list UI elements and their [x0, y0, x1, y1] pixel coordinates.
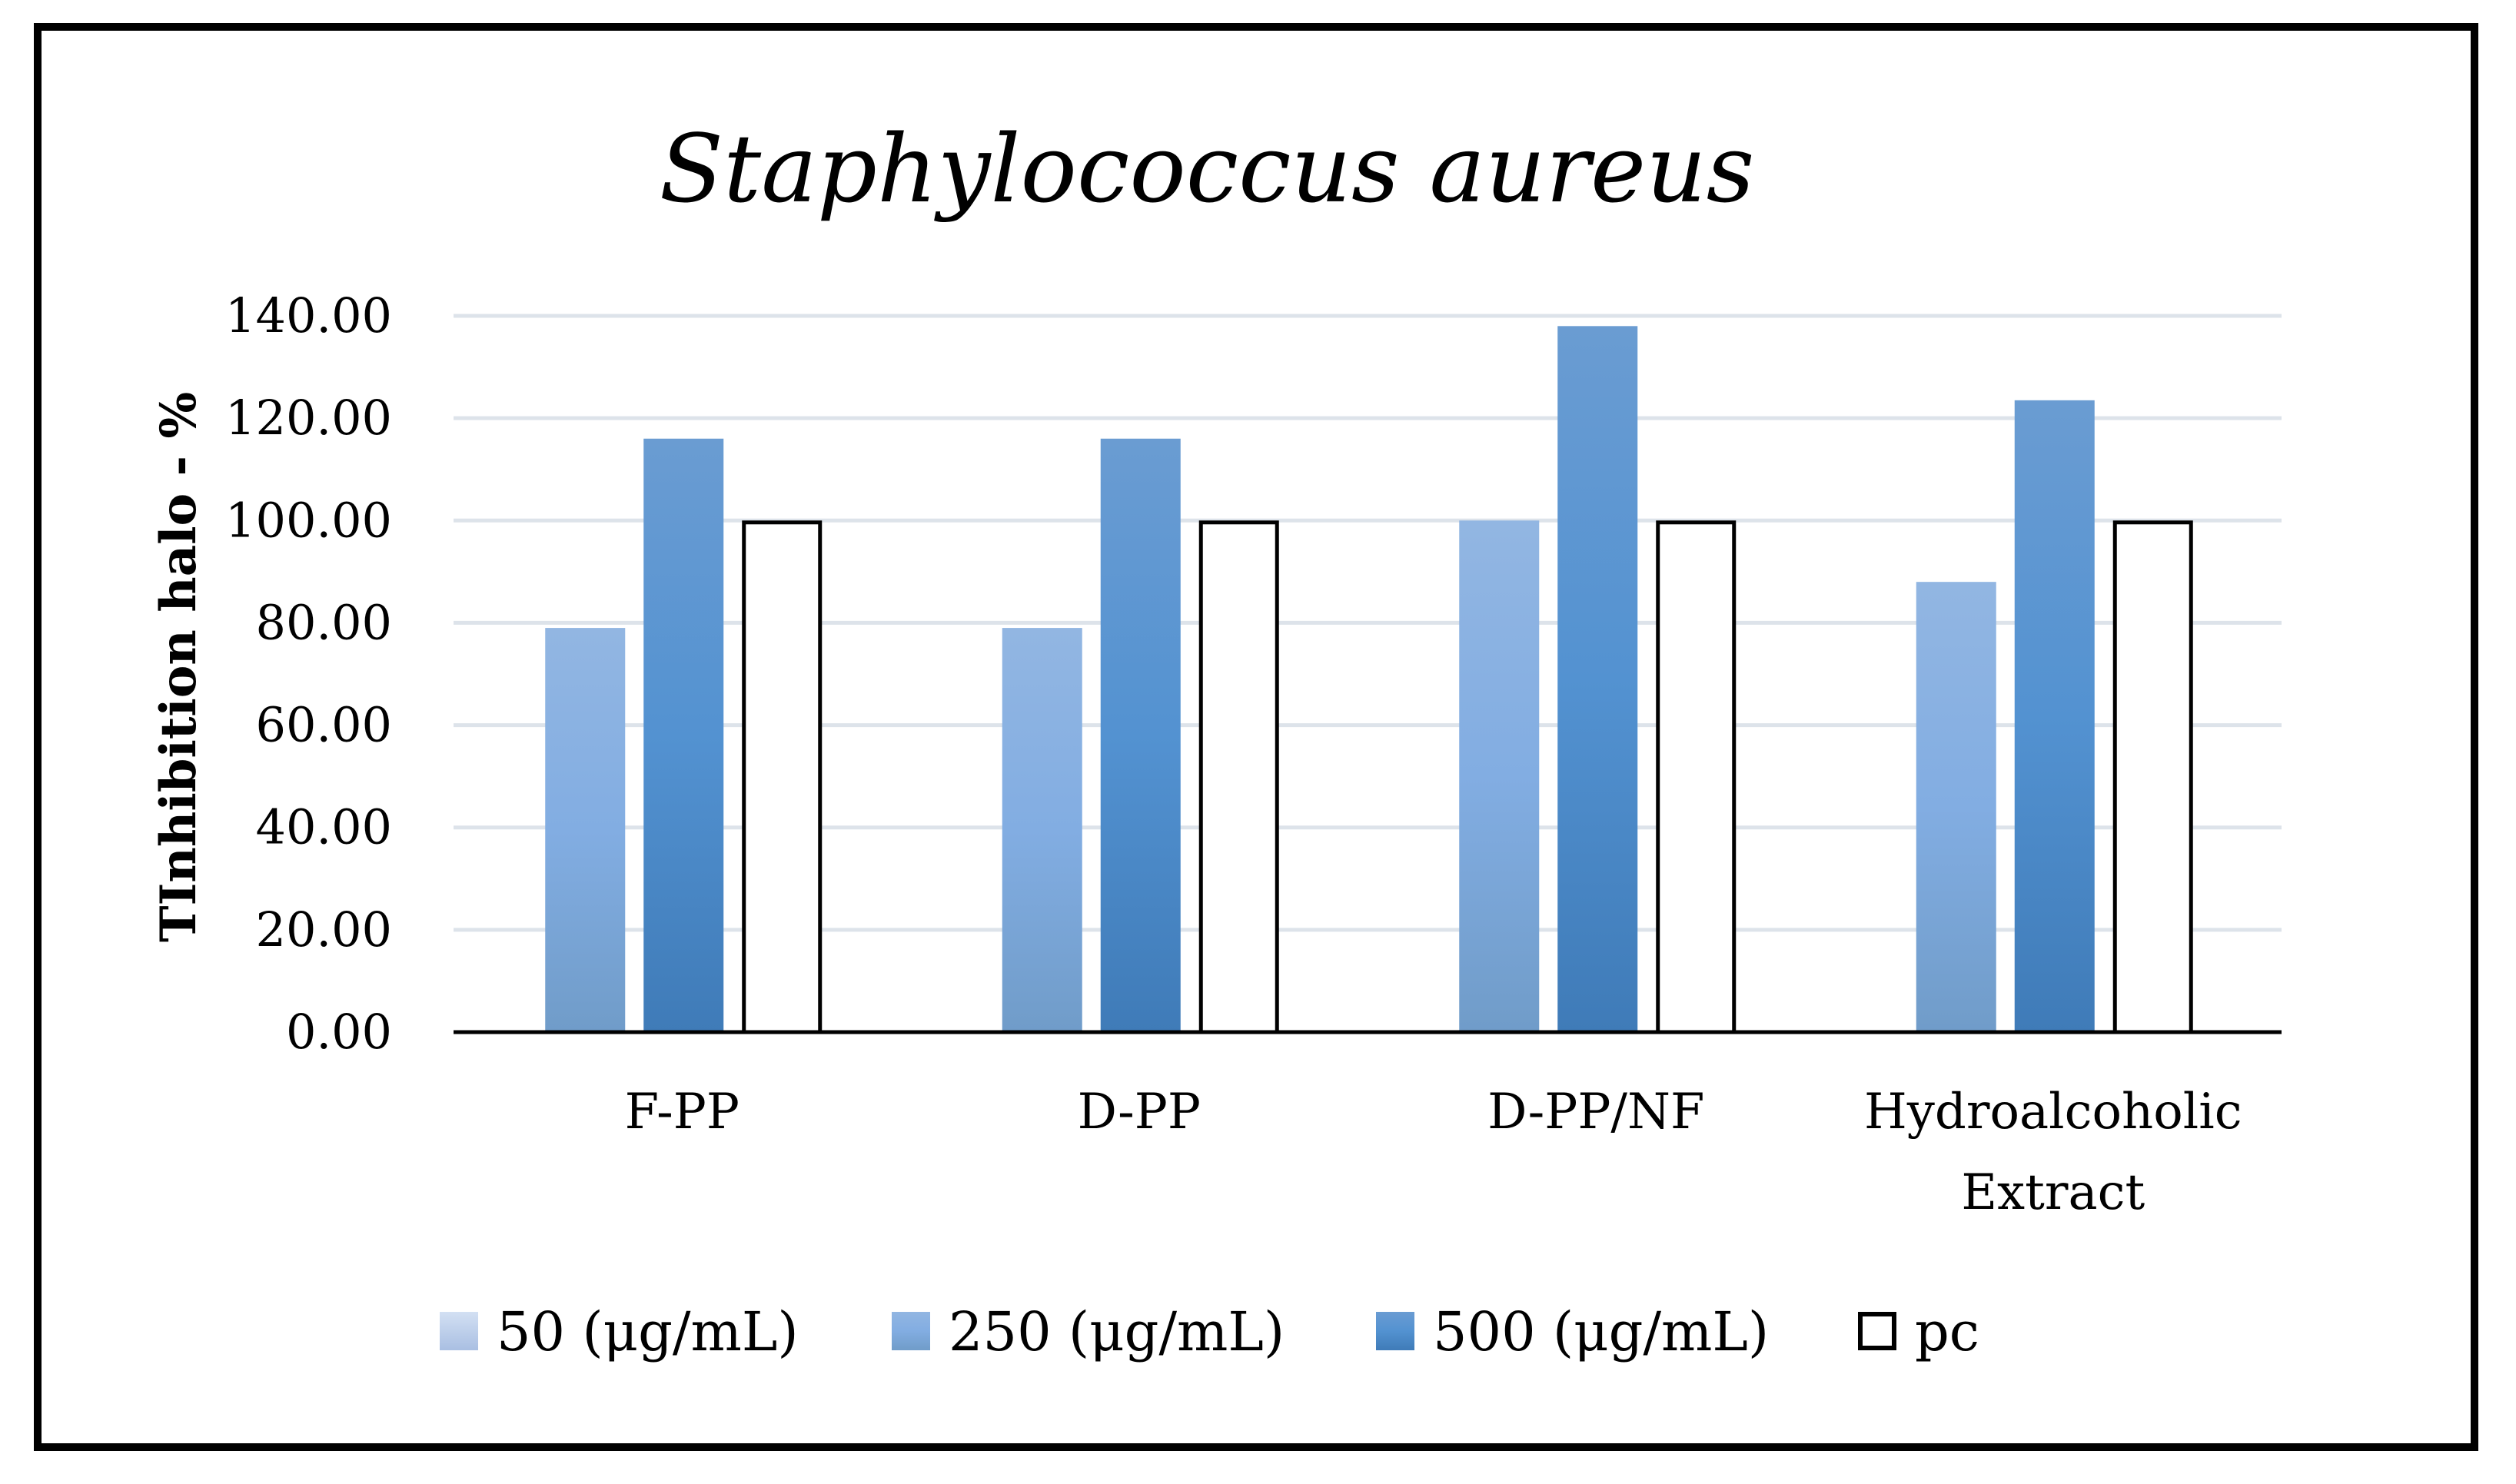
y-tick-label: 80.00 — [256, 594, 393, 650]
x-axis-categories: F-PP D-PP D-PP/NF Hydroalcoholic Extract — [625, 1084, 2242, 1221]
x-category-label: D-PP — [1078, 1084, 1201, 1140]
y-tick-label: 120.00 — [225, 390, 392, 446]
y-axis-ticks: 0.00 20.00 40.00 60.00 80.00 100.00 120.00 140.… — [225, 287, 392, 1060]
legend-swatch — [1858, 1312, 1896, 1350]
bar-500 — [1557, 326, 1638, 1032]
x-category-label: Hydroalcoholic — [1864, 1084, 2242, 1140]
bar-500 — [2014, 400, 2095, 1032]
bar-pc — [1198, 520, 1279, 1034]
bar-250 — [1002, 628, 1082, 1032]
bar-500 — [643, 438, 724, 1032]
y-tick-label: 20.00 — [256, 901, 393, 958]
y-tick-label: 0.00 — [286, 1004, 392, 1060]
bars — [545, 326, 2193, 1034]
bar-pc — [742, 520, 823, 1034]
grid — [454, 314, 2282, 932]
bar-250 — [545, 628, 626, 1032]
legend-swatch — [892, 1312, 930, 1350]
x-category-label: Extract — [1961, 1164, 2145, 1221]
y-tick-label: 140.00 — [225, 287, 392, 344]
legend-label: 250 (μg/mL) — [949, 1300, 1285, 1363]
legend-label: 50 (μg/mL) — [497, 1300, 799, 1363]
bar-500 — [1100, 438, 1181, 1032]
legend: 50 (μg/mL) 250 (μg/mL) 500 (μg/mL) pc — [440, 1300, 1979, 1363]
chart-title: Staphylococcus aureus — [660, 115, 1755, 224]
y-tick-label: 40.00 — [256, 799, 393, 855]
legend-swatch — [440, 1312, 478, 1350]
legend-label: 500 (μg/mL) — [1433, 1300, 1769, 1363]
legend-swatch — [1376, 1312, 1414, 1350]
x-category-label: F-PP — [625, 1084, 740, 1140]
y-axis-label: TInhibition halo - % — [150, 392, 208, 942]
x-category-label: D-PP/NF — [1487, 1084, 1704, 1140]
y-tick-label: 100.00 — [225, 492, 392, 548]
bar-pc — [1656, 520, 1737, 1034]
bar-250 — [1459, 520, 1540, 1032]
legend-label: pc — [1915, 1300, 1979, 1363]
bar-250 — [1916, 582, 1996, 1032]
y-tick-label: 60.00 — [256, 697, 393, 753]
bar-pc — [2112, 520, 2193, 1034]
